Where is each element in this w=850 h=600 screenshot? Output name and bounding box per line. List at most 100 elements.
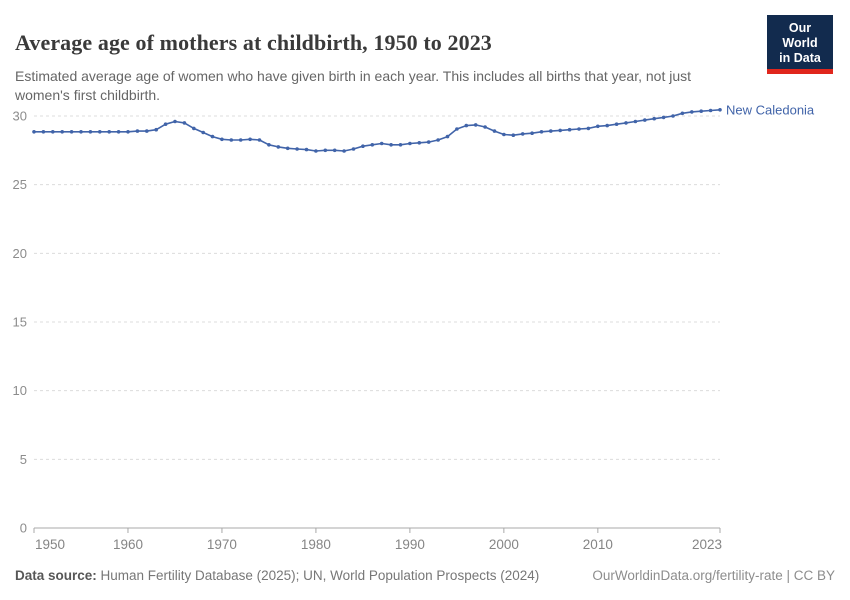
page-title: Average age of mothers at childbirth, 19… <box>15 29 492 55</box>
footer-link[interactable]: OurWorldinData.org/fertility-rate | CC B… <box>592 568 835 583</box>
data-point <box>304 147 309 152</box>
data-point <box>596 124 600 129</box>
y-axis-tick-label: 15 <box>13 315 27 330</box>
data-point <box>549 129 553 133</box>
data-point <box>60 130 64 134</box>
data-point <box>135 129 140 133</box>
x-axis-tick-label: 1990 <box>395 537 425 552</box>
data-point <box>370 143 375 147</box>
data-point <box>248 137 252 142</box>
owid-logo-line2: in Data <box>779 50 821 65</box>
data-point <box>661 115 666 120</box>
data-point <box>342 149 346 153</box>
data-point <box>51 130 55 134</box>
data-point <box>464 123 469 128</box>
data-point <box>182 121 187 125</box>
data-point <box>163 122 168 126</box>
data-point <box>530 131 534 135</box>
data-point <box>708 108 713 113</box>
data-point <box>79 130 83 134</box>
data-point <box>192 126 196 131</box>
x-axis-tick-label: 2023 <box>692 537 722 552</box>
data-point <box>690 110 694 114</box>
owid-logo: Our World in Data <box>767 15 833 75</box>
data-point <box>361 144 365 148</box>
data-point <box>126 130 130 134</box>
footer-source: Data source: Human Fertility Database (2… <box>15 568 539 583</box>
data-point <box>173 119 177 124</box>
data-point <box>483 125 487 129</box>
data-point <box>238 138 243 142</box>
data-point <box>426 140 431 144</box>
data-point <box>229 138 234 142</box>
owid-logo-text: Our World in Data <box>767 15 833 70</box>
data-point <box>332 148 337 153</box>
data-point <box>408 141 412 146</box>
data-point <box>69 130 74 134</box>
data-point <box>614 122 619 126</box>
data-point <box>210 134 215 139</box>
data-point <box>502 132 506 137</box>
data-point <box>276 145 281 149</box>
data-point <box>586 126 591 131</box>
data-point <box>32 130 36 134</box>
footer-source-label: Data source: <box>15 568 97 583</box>
data-point <box>267 143 271 147</box>
data-point <box>492 129 497 133</box>
data-point <box>417 141 422 145</box>
data-point <box>220 137 224 142</box>
data-point <box>652 116 656 121</box>
data-point <box>539 130 544 134</box>
owid-logo-accent-bar <box>767 69 833 75</box>
x-axis-tick-label: 2010 <box>583 537 613 552</box>
y-axis-tick-label: 20 <box>13 246 27 261</box>
data-point <box>351 147 356 151</box>
data-point <box>154 127 158 132</box>
data-point <box>520 132 525 136</box>
series-end-label[interactable]: New Caledonia <box>726 102 815 117</box>
owid-logo-line1: Our World <box>782 21 818 50</box>
data-point <box>624 121 628 125</box>
x-axis-tick-label: 1950 <box>35 537 65 552</box>
data-point <box>41 130 46 134</box>
data-point <box>116 130 121 134</box>
data-point <box>455 127 459 131</box>
data-point <box>577 127 581 131</box>
data-point <box>145 129 149 133</box>
footer-source-text: Human Fertility Database (2025); UN, Wor… <box>96 568 540 583</box>
data-point <box>323 148 328 153</box>
x-axis-tick-label: 2000 <box>489 537 519 552</box>
data-point <box>389 143 393 147</box>
y-axis-tick-label: 0 <box>20 521 27 536</box>
data-point <box>88 130 93 134</box>
y-axis-tick-label: 30 <box>13 109 27 124</box>
data-point <box>558 128 562 133</box>
y-axis-tick-label: 25 <box>13 177 27 192</box>
chart-subtitle: Estimated average age of women who have … <box>15 68 692 104</box>
data-point <box>671 114 675 118</box>
y-axis-tick-label: 5 <box>20 452 27 467</box>
data-point <box>511 133 516 137</box>
data-point <box>201 130 205 135</box>
y-axis-tick-label: 10 <box>13 383 27 398</box>
data-point <box>314 149 318 153</box>
data-point <box>436 138 440 142</box>
data-point <box>633 119 638 124</box>
data-point <box>285 146 290 151</box>
data-point <box>445 134 450 139</box>
data-point <box>567 127 572 132</box>
x-axis-tick-label: 1980 <box>301 537 331 552</box>
data-point <box>257 138 262 142</box>
data-point <box>699 109 703 113</box>
data-point <box>643 118 647 122</box>
data-point <box>107 130 111 134</box>
data-point <box>295 147 299 151</box>
x-axis-tick-label: 1960 <box>113 537 143 552</box>
data-point <box>473 123 478 127</box>
data-point <box>680 111 685 116</box>
data-point <box>605 123 609 128</box>
x-axis-tick-label: 1970 <box>207 537 237 552</box>
data-point <box>379 141 384 146</box>
data-point <box>718 108 722 112</box>
